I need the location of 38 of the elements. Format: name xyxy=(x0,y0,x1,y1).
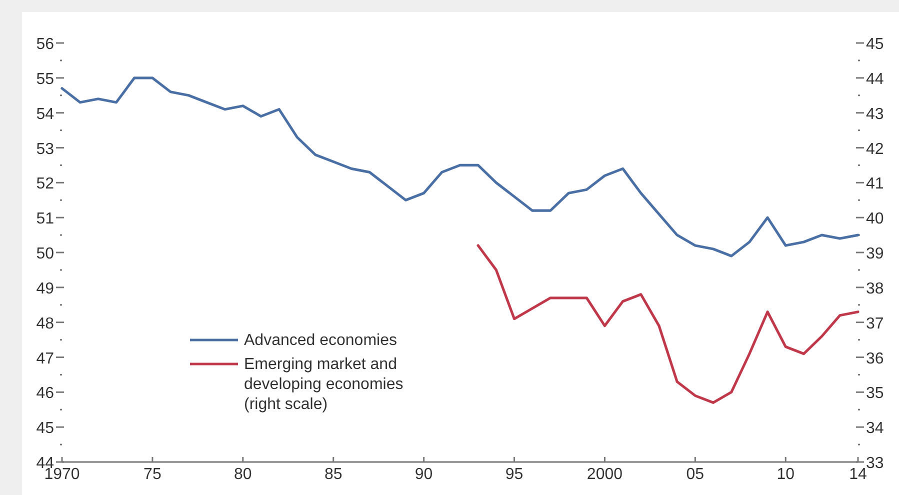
x-tick-label: 05 xyxy=(686,466,704,483)
y2-tick-label: 38 xyxy=(866,280,884,298)
x-tick-label: 2000 xyxy=(586,466,623,483)
line-series xyxy=(60,76,860,258)
x-tick-label: 90 xyxy=(414,466,433,483)
y-tick-label: 54 xyxy=(36,106,54,123)
y-tick-label: 49 xyxy=(36,280,54,298)
y-tick-label: 56 xyxy=(36,36,54,53)
y-tick-label: 50 xyxy=(36,246,54,262)
x-tick-label: 95 xyxy=(505,466,524,483)
legend-label: Advanced economies xyxy=(244,332,397,349)
y2-tick-label: 37 xyxy=(866,315,884,332)
x-tick-label: 80 xyxy=(234,466,252,483)
x-tick-label: 85 xyxy=(324,466,342,483)
legend-label: Emerging market and developing economies (right scale) xyxy=(244,356,404,413)
y2-tick-label: 39 xyxy=(866,246,884,262)
y2-tick-label: 43 xyxy=(866,106,884,123)
y2-tick-label: 36 xyxy=(866,350,884,368)
y-tick-label: 52 xyxy=(36,176,54,193)
line-series xyxy=(476,244,860,404)
y2-tick-label: 40 xyxy=(866,210,884,228)
y-tick-label: 47 xyxy=(36,350,54,368)
y2-tick-label: 35 xyxy=(866,385,884,402)
y-tick-label: 45 xyxy=(36,420,54,438)
y2-tick-label: 42 xyxy=(866,140,884,158)
x-tick-label: 10 xyxy=(776,466,795,483)
y2-tick-label: 44 xyxy=(866,70,884,88)
y2-tick-label: 33 xyxy=(866,455,884,472)
y-tick-label: 46 xyxy=(36,385,54,402)
y-tick-label: 48 xyxy=(36,315,54,332)
y-tick-label: 53 xyxy=(36,140,54,158)
y-tick-label: 55 xyxy=(36,70,54,88)
x-tick-label: 75 xyxy=(144,466,162,483)
y-tick-label: 51 xyxy=(36,210,54,228)
x-tick-label: 14 xyxy=(849,466,867,483)
y2-tick-label: 41 xyxy=(866,176,884,193)
y2-tick-label: 45 xyxy=(866,36,884,53)
y2-tick-label: 34 xyxy=(866,420,884,438)
